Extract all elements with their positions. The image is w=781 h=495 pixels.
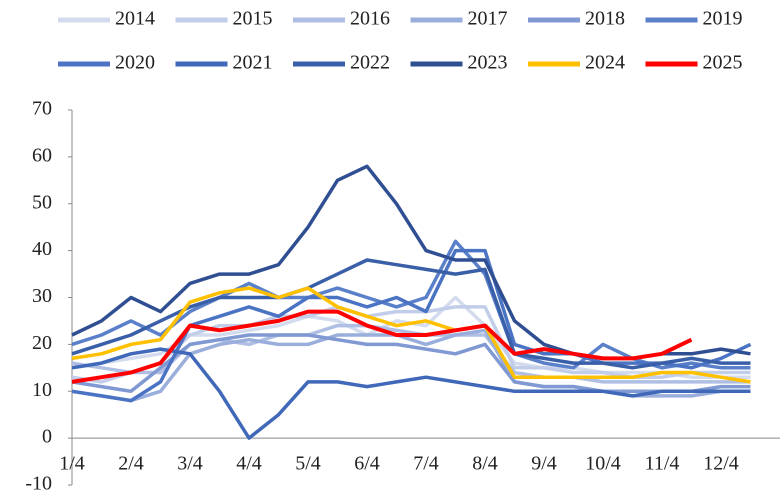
- x-tick-label: 3/4: [177, 453, 203, 475]
- legend-label: 2024: [585, 52, 625, 74]
- legend-label: 2022: [350, 52, 390, 74]
- series-line: [71, 347, 751, 440]
- series-line: [71, 164, 751, 361]
- legend-label: 2017: [468, 8, 508, 30]
- x-tick-label: 4/4: [236, 453, 262, 475]
- series-line: [71, 309, 693, 384]
- legend-label: 2015: [233, 8, 273, 30]
- legend-label: 2023: [468, 52, 508, 74]
- y-tick-label: 10: [32, 379, 52, 401]
- x-tick-label: 1/4: [59, 453, 85, 475]
- x-tick-label: 11/4: [645, 453, 680, 475]
- x-tick-label: 6/4: [354, 453, 380, 475]
- legend-label: 2021: [233, 52, 273, 74]
- x-tick-label: 8/4: [472, 453, 498, 475]
- y-tick-label: 20: [32, 332, 52, 354]
- y-tick-label: 40: [32, 238, 52, 260]
- y-tick-label: 0: [42, 426, 52, 448]
- x-tick-label: 2/4: [118, 453, 144, 475]
- y-tick-label: 50: [32, 191, 52, 213]
- legend-label: 2014: [115, 8, 155, 30]
- x-tick-label: 12/4: [703, 453, 739, 475]
- y-tick-label: -10: [25, 473, 52, 495]
- y-tick-label: 60: [32, 144, 52, 166]
- x-tick-label: 5/4: [295, 453, 321, 475]
- legend-label: 2018: [585, 8, 625, 30]
- series-line: [71, 286, 751, 384]
- series-line: [71, 333, 751, 394]
- legend-label: 2020: [115, 52, 155, 74]
- y-tick-label: 70: [32, 98, 52, 120]
- x-tick-label: 10/4: [585, 453, 621, 475]
- y-tick-label: 30: [32, 285, 52, 307]
- x-tick-label: 7/4: [413, 453, 439, 475]
- series-line: [71, 239, 751, 370]
- legend-label: 2025: [703, 52, 743, 74]
- legend-label: 2016: [350, 8, 390, 30]
- legend-label: 2019: [703, 8, 743, 30]
- x-tick-label: 9/4: [531, 453, 557, 475]
